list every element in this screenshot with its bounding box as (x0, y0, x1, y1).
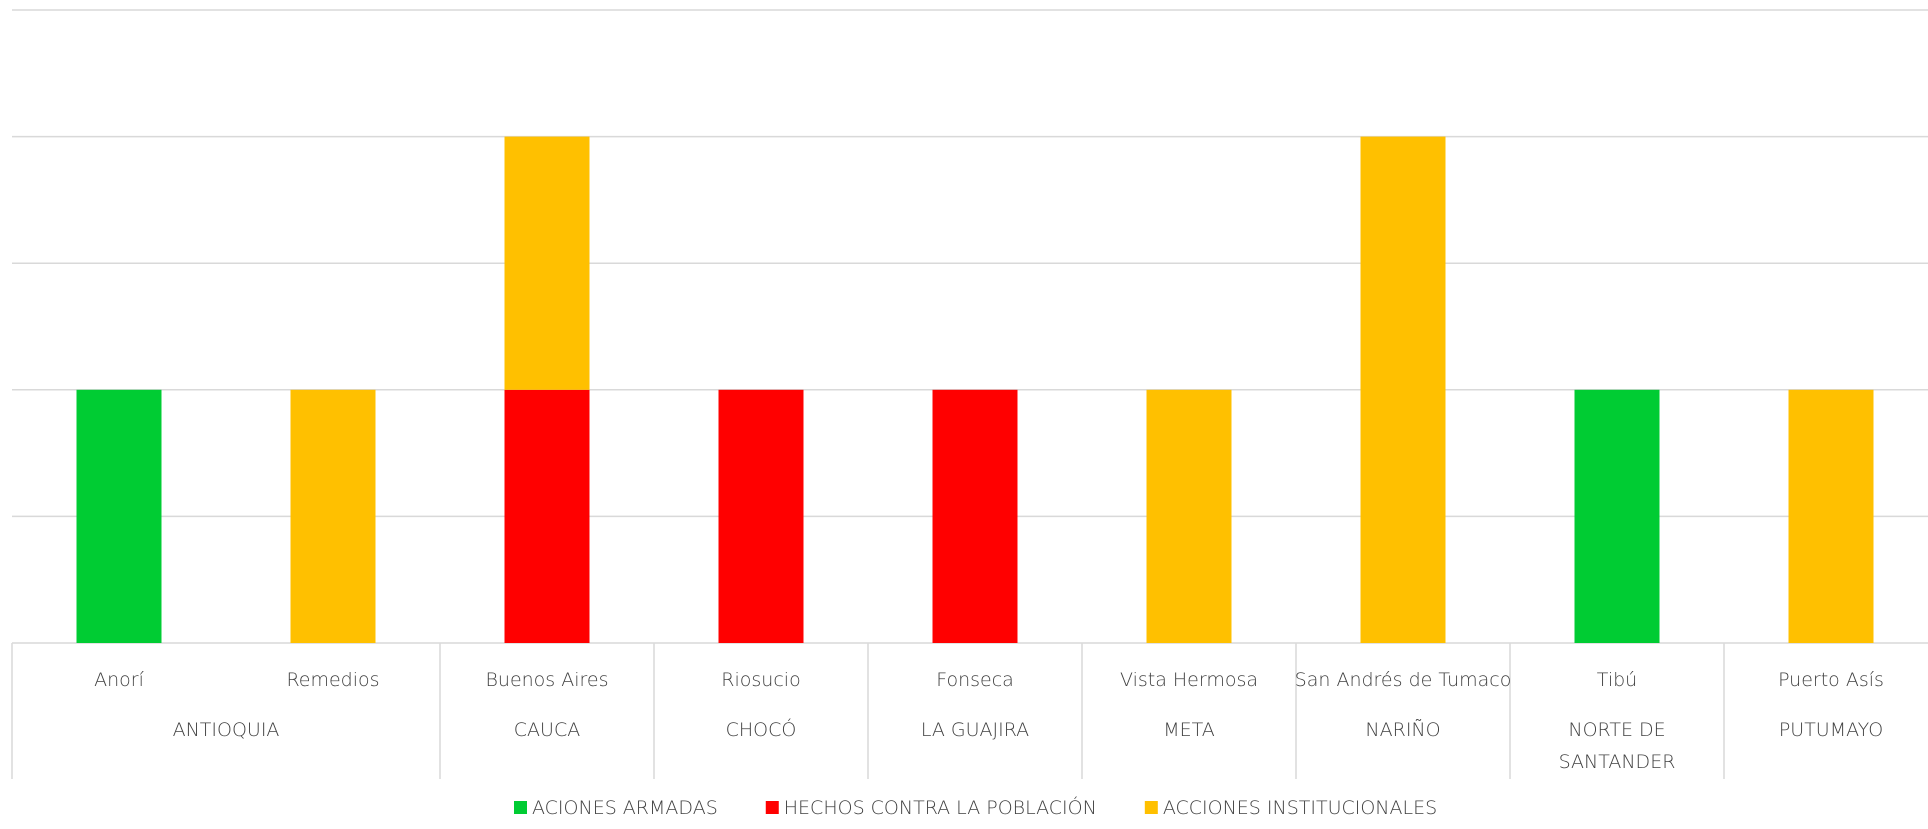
category-tick-label: San Andrés de Tumaco (1295, 669, 1512, 691)
bars (76, 136, 1874, 643)
group-label: LA GUAJIRA (921, 719, 1029, 741)
category-tick-label: Riosucio (721, 669, 800, 691)
legend-swatch-hechos-contra-la-poblacion (765, 801, 779, 814)
legend-label: ACCIONES INSTITUCIONALES (1163, 797, 1437, 819)
category-tick-label: Tibú (1597, 669, 1637, 691)
bar-hechos-contra-la-poblacion (504, 389, 590, 643)
legend-label: HECHOS CONTRA LA POBLACIÓN (784, 795, 1097, 819)
group-label: NARIÑO (1365, 718, 1440, 741)
category-tick-label: Puerto Asís (1778, 669, 1884, 691)
category-tick-label: Vista Hermosa (1120, 669, 1258, 691)
group-label: ANTIOQUIA (173, 719, 280, 741)
group-label: PUTUMAYO (1779, 719, 1883, 741)
bar-hechos-contra-la-poblacion (718, 389, 804, 643)
category-tick-label: Remedios (286, 669, 379, 691)
group-label: NORTE DE SANTANDER (1559, 719, 1676, 773)
bar-aciones-armadas (76, 389, 162, 643)
category-tick-label: Fonseca (936, 669, 1014, 691)
legend: ACIONES ARMADAS HECHOS CONTRA LA POBLACIÓ… (514, 795, 1437, 819)
bar-hechos-contra-la-poblacion (932, 389, 1018, 643)
legend-label: ACIONES ARMADAS (532, 797, 718, 819)
legend-swatch-aciones-armadas (514, 801, 527, 814)
category-axis: Anorí Remedios Buenos Aires Riosucio Fonseca… (11, 643, 1884, 779)
group-label: META (1163, 719, 1215, 741)
bar-acciones-institucionales (504, 136, 590, 390)
bar-acciones-institucionales (1360, 136, 1446, 643)
bar-acciones-institucionales (1788, 389, 1874, 643)
bar-acciones-institucionales (1146, 389, 1232, 643)
bar-acciones-institucionales (290, 389, 376, 643)
category-tick-label: Buenos Aires (485, 669, 608, 691)
legend-swatch-acciones-institucionales (1144, 801, 1158, 814)
group-label: CAUCA (514, 719, 580, 741)
category-tick-label: Anorí (94, 669, 144, 691)
group-label: CHOCÓ (726, 717, 797, 741)
bar-aciones-armadas (1574, 389, 1660, 643)
